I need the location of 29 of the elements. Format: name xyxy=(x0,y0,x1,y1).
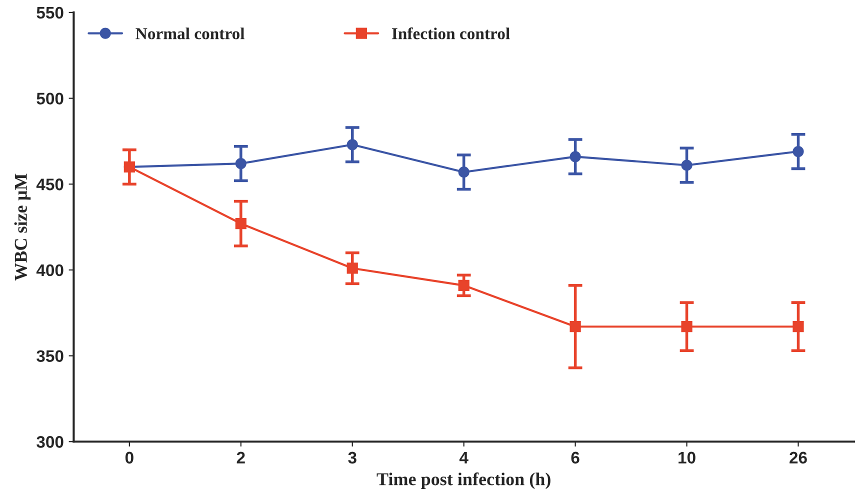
legend-label: Normal control xyxy=(136,28,244,40)
y-tick-label: 500 xyxy=(36,92,64,105)
point xyxy=(346,262,358,274)
x-tick-label: 2 xyxy=(236,452,245,464)
x-axis-title: Time post infection (h) xyxy=(376,472,550,489)
y-tick-label: 300 xyxy=(36,436,64,448)
point xyxy=(458,166,470,178)
point xyxy=(235,158,246,170)
y-axis-title: WBC size µM xyxy=(14,174,31,281)
x-tick-label: 3 xyxy=(348,452,356,464)
y-tick-label: 450 xyxy=(36,178,64,190)
y-tick-label: 550 xyxy=(36,6,64,19)
point xyxy=(235,218,246,230)
point xyxy=(570,321,581,332)
x-tick-label: 26 xyxy=(790,452,807,464)
point xyxy=(346,139,358,150)
legend-label: Infection control xyxy=(392,27,510,40)
point xyxy=(681,160,692,171)
x-tick-label: 10 xyxy=(678,452,696,464)
point xyxy=(570,151,581,162)
y-tick-label: 400 xyxy=(36,264,64,276)
x-tick-label: 0 xyxy=(125,452,134,464)
point xyxy=(681,321,692,332)
y-tick-label: 350 xyxy=(36,350,64,362)
x-tick-label: 6 xyxy=(571,452,580,464)
x-tick-label: 4 xyxy=(459,452,468,464)
point xyxy=(458,280,470,291)
point xyxy=(792,321,804,332)
point xyxy=(792,146,804,158)
